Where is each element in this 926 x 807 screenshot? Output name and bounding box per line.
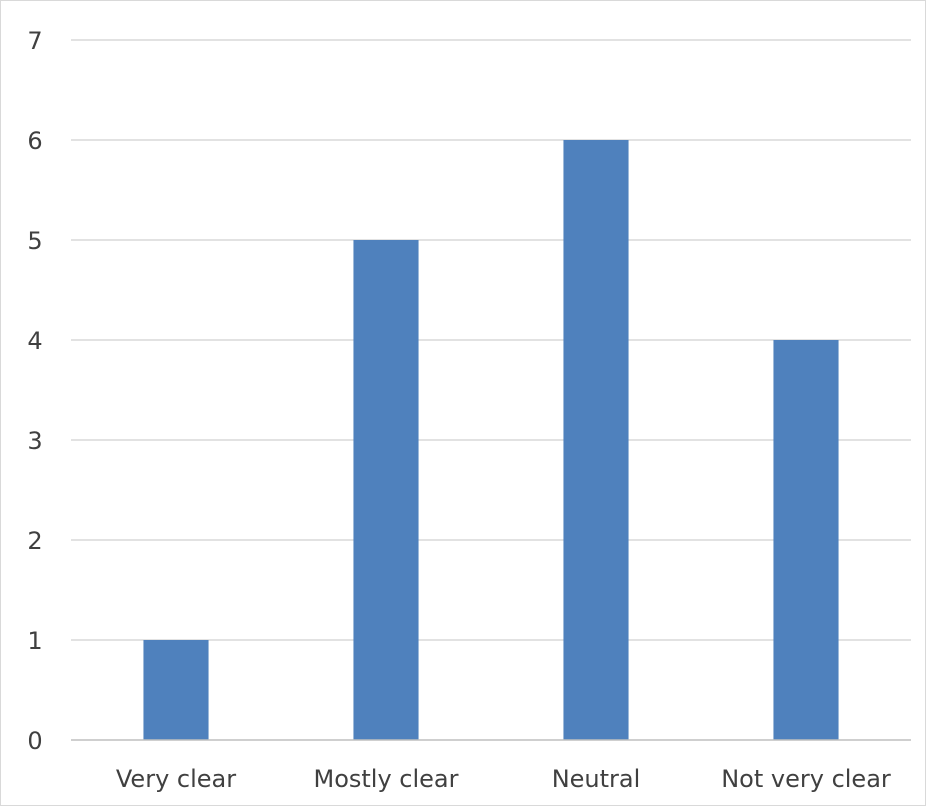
x-category-label-neutral: Neutral xyxy=(552,765,641,793)
bars xyxy=(143,140,839,740)
x-category-label-not-very-clear: Not very clear xyxy=(721,765,891,793)
y-tick-label-1: 1 xyxy=(27,627,42,655)
y-tick-label-5: 5 xyxy=(27,227,42,255)
x-category-label-mostly-clear: Mostly clear xyxy=(313,765,458,793)
y-axis-ticks: 0 1 2 3 4 5 6 7 xyxy=(27,27,42,755)
y-tick-label-6: 6 xyxy=(27,127,42,155)
bar-neutral xyxy=(563,140,629,740)
bar-mostly-clear xyxy=(353,240,419,740)
y-tick-label-4: 4 xyxy=(27,327,42,355)
y-tick-label-7: 7 xyxy=(27,27,42,55)
y-tick-label-2: 2 xyxy=(27,527,42,555)
bar-not-very-clear xyxy=(773,340,839,740)
y-tick-label-0: 0 xyxy=(27,727,42,755)
y-tick-label-3: 3 xyxy=(27,427,42,455)
x-axis-categories: Very clear Mostly clear Neutral Not very cl… xyxy=(116,765,891,793)
gridlines xyxy=(71,39,911,641)
bar-very-clear xyxy=(143,640,209,740)
x-category-label-very-clear: Very clear xyxy=(116,765,236,793)
